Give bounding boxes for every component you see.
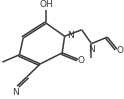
- Text: O: O: [117, 46, 124, 55]
- Text: O: O: [78, 56, 85, 65]
- Text: N: N: [88, 45, 95, 54]
- Text: N: N: [12, 88, 19, 97]
- Text: N: N: [67, 31, 74, 40]
- Text: OH: OH: [39, 0, 53, 10]
